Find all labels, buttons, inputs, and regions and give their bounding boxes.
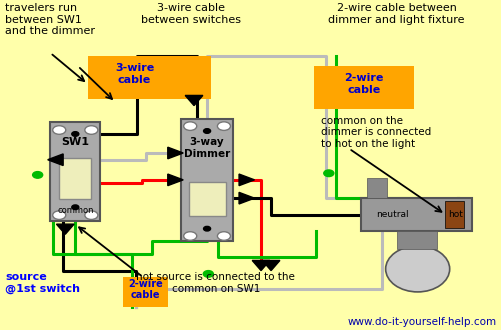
FancyBboxPatch shape (88, 56, 210, 99)
FancyBboxPatch shape (188, 182, 225, 216)
Text: 3-wire cable
between switches: 3-wire cable between switches (140, 3, 240, 25)
Polygon shape (167, 147, 183, 159)
Text: common: common (57, 206, 93, 215)
Circle shape (323, 170, 333, 177)
Polygon shape (56, 224, 74, 234)
Text: 3-way
Dimmer: 3-way Dimmer (183, 137, 230, 159)
Text: neutral: neutral (375, 210, 408, 219)
FancyBboxPatch shape (50, 122, 100, 221)
Text: travelers run
between SW1
and the dimmer: travelers run between SW1 and the dimmer (5, 3, 95, 37)
FancyBboxPatch shape (313, 66, 413, 109)
Circle shape (203, 226, 210, 231)
Text: SW1: SW1 (61, 137, 89, 147)
Circle shape (33, 172, 43, 178)
Text: hot: hot (447, 210, 462, 219)
Circle shape (217, 122, 230, 130)
Text: source
@1st switch: source @1st switch (5, 272, 80, 294)
Text: common on the
dimmer is connected
to hot on the light: common on the dimmer is connected to hot… (321, 115, 431, 149)
Circle shape (72, 132, 79, 136)
Circle shape (72, 205, 79, 210)
Ellipse shape (385, 246, 449, 292)
FancyBboxPatch shape (444, 201, 463, 228)
Circle shape (183, 232, 196, 240)
Circle shape (85, 211, 98, 219)
Polygon shape (262, 260, 280, 271)
FancyBboxPatch shape (366, 178, 386, 198)
Polygon shape (238, 192, 254, 204)
Text: www.do-it-yourself-help.com: www.do-it-yourself-help.com (347, 317, 496, 327)
Polygon shape (252, 260, 270, 271)
Circle shape (53, 126, 66, 134)
Polygon shape (185, 95, 202, 106)
Circle shape (203, 271, 213, 277)
Text: 2-wire
cable: 2-wire cable (344, 73, 383, 95)
Text: 3-wire
cable: 3-wire cable (115, 63, 154, 85)
Text: hot source is connected to the
common on SW1: hot source is connected to the common on… (136, 272, 295, 294)
FancyBboxPatch shape (361, 198, 471, 231)
Circle shape (85, 126, 98, 134)
FancyBboxPatch shape (180, 119, 233, 241)
Polygon shape (167, 174, 183, 186)
FancyBboxPatch shape (396, 231, 436, 249)
FancyBboxPatch shape (123, 277, 168, 307)
Circle shape (217, 232, 230, 240)
FancyBboxPatch shape (59, 158, 91, 199)
Circle shape (53, 211, 66, 219)
Text: 2-wire
cable: 2-wire cable (128, 279, 163, 301)
Polygon shape (238, 174, 254, 186)
Polygon shape (48, 154, 63, 166)
Text: 2-wire cable between
dimmer and light fixture: 2-wire cable between dimmer and light fi… (328, 3, 464, 25)
Circle shape (183, 122, 196, 130)
Circle shape (203, 129, 210, 133)
